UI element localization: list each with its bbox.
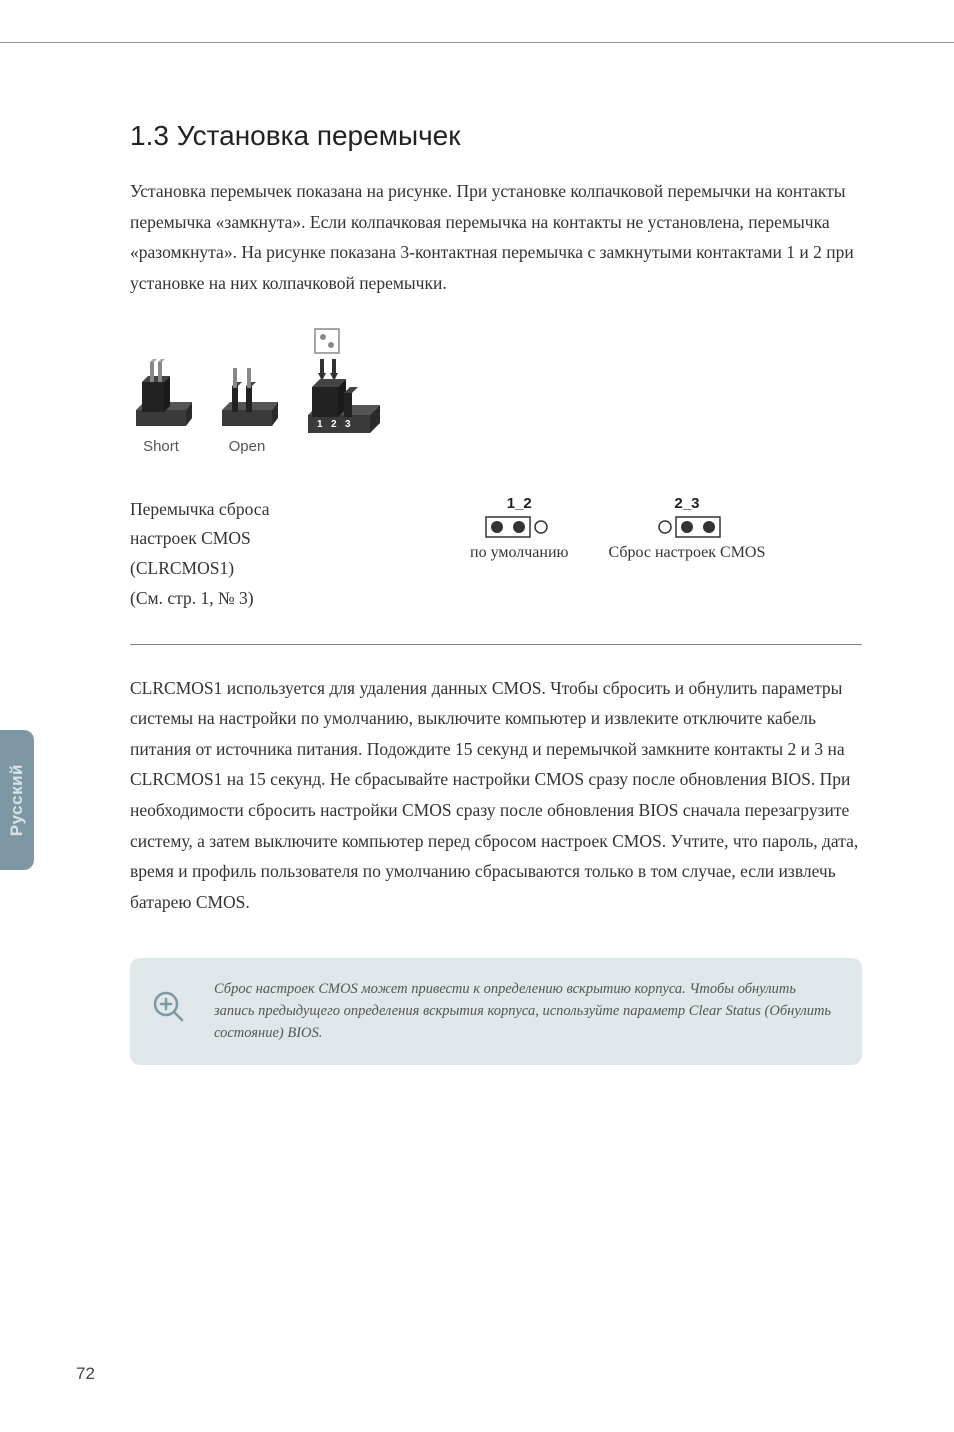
language-tab-text: Русский xyxy=(7,764,27,836)
pin-clear-label: 2_3 xyxy=(674,495,699,512)
page-number: 72 xyxy=(76,1364,95,1384)
intro-paragraph: Установка перемычек показана на рисунке.… xyxy=(130,176,862,299)
body-paragraph: CLRCMOS1 используется для удаления данны… xyxy=(130,673,862,918)
section-heading: 1.3 Установка перемычек xyxy=(130,120,862,152)
jumper-item-row: Перемычка сброса настроек CMOS (CLRCMOS1… xyxy=(130,495,862,614)
jumper-description: Перемычка сброса настроек CMOS (CLRCMOS1… xyxy=(130,495,390,614)
pin-default-col: 1_2 по умолчанию xyxy=(470,495,568,562)
jumper-name-line3: (CLRCMOS1) xyxy=(130,558,234,578)
page-content: 1.3 Установка перемычек Установка перемы… xyxy=(130,120,862,1065)
pin-default-label: 1_2 xyxy=(507,495,532,512)
svg-text:3: 3 xyxy=(345,419,351,430)
jumper-install-block: 1 2 3 xyxy=(302,327,392,437)
note-text: Сброс настроек CMOS может привести к опр… xyxy=(214,978,834,1045)
language-tab: Русский xyxy=(0,730,34,870)
jumper-illustration-row: Short Open xyxy=(130,327,862,455)
svg-text:1: 1 xyxy=(317,419,323,430)
jumper-short-icon xyxy=(130,354,192,432)
jumper-install-icon: 1 2 3 xyxy=(302,327,392,437)
magnifier-plus-icon xyxy=(152,990,186,1024)
jumper-name-line1: Перемычка сброса xyxy=(130,499,270,519)
note-box: Сброс настроек CMOS может привести к опр… xyxy=(130,958,862,1065)
pin-default-icon xyxy=(485,516,553,538)
pin-default-caption: по умолчанию xyxy=(470,544,568,562)
mid-rule xyxy=(130,644,862,645)
jumper-name-line4: (См. стр. 1, № 3) xyxy=(130,588,254,608)
jumper-pin-diagrams: 1_2 по умолчанию 2_3 Сброс настроек CM xyxy=(470,495,765,562)
short-label: Short xyxy=(143,438,179,455)
pin-clear-caption: Сброс настроек CMOS xyxy=(608,544,765,562)
pin-clear-icon xyxy=(653,516,721,538)
jumper-open-icon xyxy=(216,354,278,432)
open-label: Open xyxy=(229,438,266,455)
top-rule xyxy=(0,42,954,43)
jumper-open-block: Open xyxy=(216,354,278,455)
jumper-name-line2: настроек CMOS xyxy=(130,528,251,548)
jumper-short-block: Short xyxy=(130,354,192,455)
pin-clear-col: 2_3 Сброс настроек CMOS xyxy=(608,495,765,562)
svg-text:2: 2 xyxy=(331,419,337,430)
